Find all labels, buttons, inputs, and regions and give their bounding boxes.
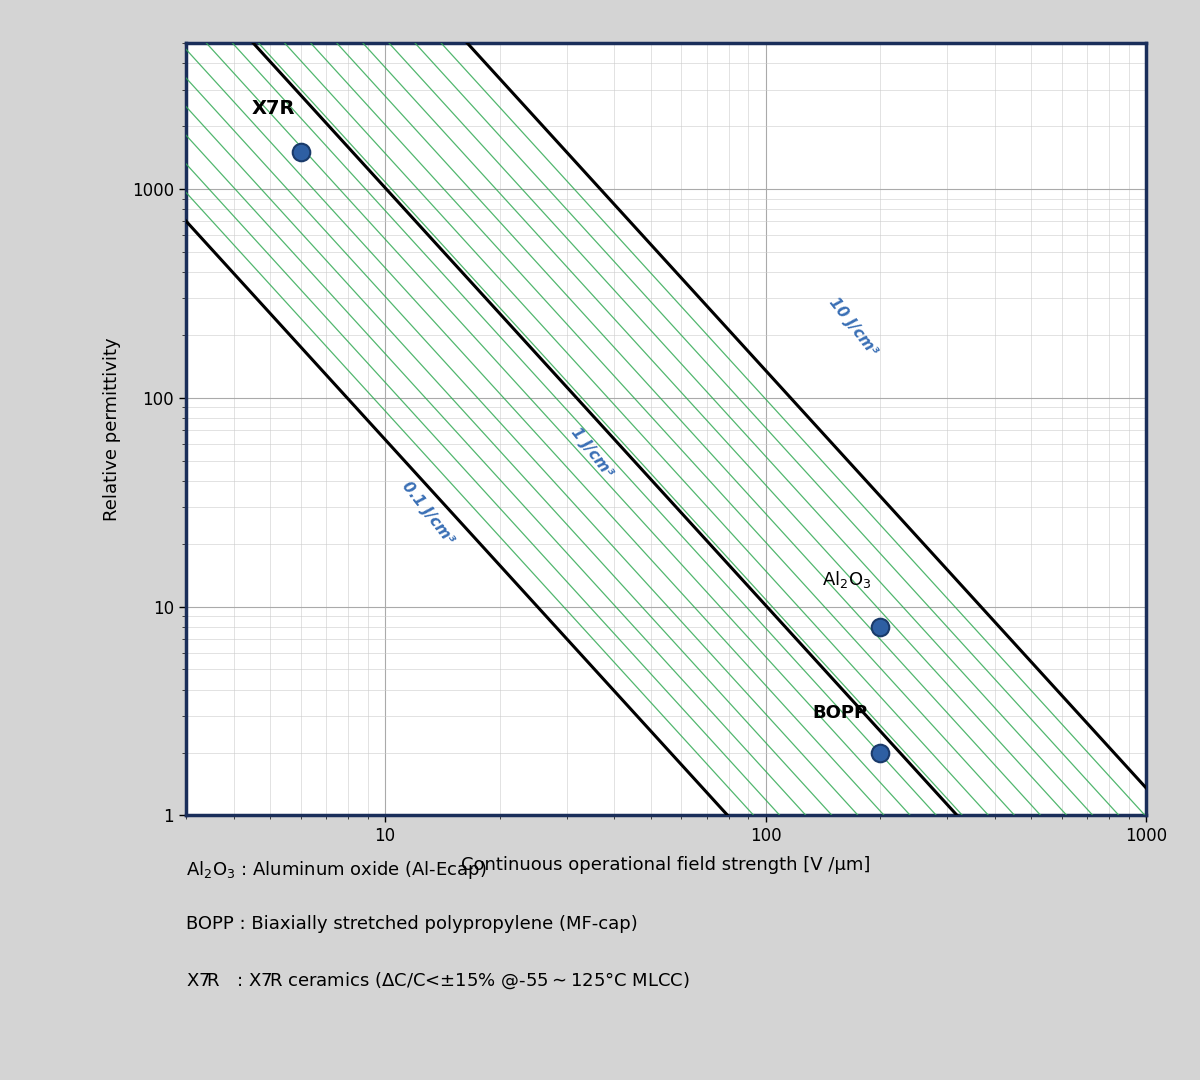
- Text: BOPP: BOPP: [812, 704, 868, 723]
- Text: 10 J/cm³: 10 J/cm³: [826, 295, 881, 359]
- Text: Al$_2$O$_3$ : Aluminum oxide (Al-Ecap): Al$_2$O$_3$ : Aluminum oxide (Al-Ecap): [186, 859, 487, 880]
- Point: [870, 744, 889, 761]
- Text: X7R: X7R: [252, 98, 295, 118]
- Text: BOPP : Biaxially stretched polypropylene (MF-cap): BOPP : Biaxially stretched polypropylene…: [186, 915, 637, 933]
- Text: Al$_2$O$_3$: Al$_2$O$_3$: [822, 569, 871, 590]
- Text: 1 J/cm³: 1 J/cm³: [568, 424, 616, 480]
- Point: [870, 618, 889, 635]
- Text: 0.1 J/cm³: 0.1 J/cm³: [400, 480, 457, 548]
- Y-axis label: Relative permittivity: Relative permittivity: [103, 337, 121, 522]
- Point: [290, 144, 310, 161]
- Text: X7R   : X7R ceramics ($\Delta$C/C<$\pm$15% @-55$\sim$125$\degree$C MLCC): X7R : X7R ceramics ($\Delta$C/C<$\pm$15%…: [186, 971, 690, 991]
- X-axis label: Continuous operational field strength [V /μm]: Continuous operational field strength [V…: [461, 856, 871, 875]
